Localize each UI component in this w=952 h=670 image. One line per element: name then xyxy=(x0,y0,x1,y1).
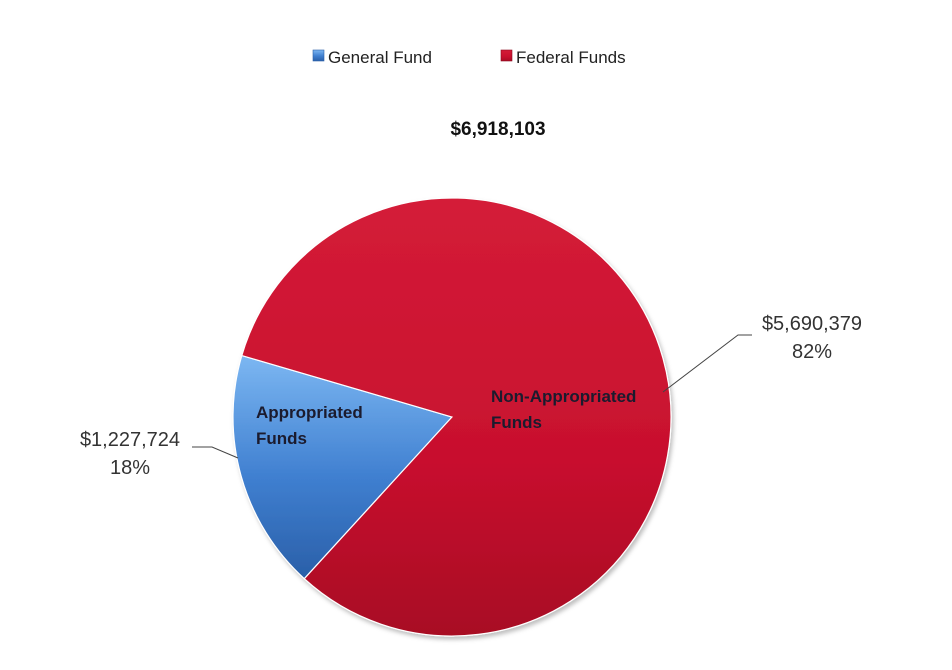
legend-item-general-fund: General Fund xyxy=(312,48,432,67)
pie-slice-federal-funds xyxy=(241,197,672,637)
leader-line-general-fund xyxy=(192,446,239,459)
legend-swatch-federal-funds xyxy=(500,49,513,62)
category-labels: Appropriated Funds Non-Appropriated Fund… xyxy=(256,387,641,448)
data-labels: $1,227,724 18% $5,690,379 82% xyxy=(80,313,862,479)
legend: General Fund Federal Funds xyxy=(312,48,626,67)
chart-title: $6,918,103 xyxy=(450,119,545,140)
leader-line-federal-funds xyxy=(662,334,752,393)
pie-slice-general-fund xyxy=(232,354,454,580)
data-label-value-general-fund: $1,227,724 xyxy=(80,429,180,451)
legend-label-federal-funds: Federal Funds xyxy=(516,48,626,67)
legend-swatch-general-fund xyxy=(312,49,325,62)
data-label-percent-federal-funds: 82% xyxy=(792,341,832,363)
leader-lines xyxy=(192,334,752,459)
pie-slices xyxy=(232,197,672,637)
legend-item-federal-funds: Federal Funds xyxy=(500,48,626,67)
category-label-federal-funds: Non-Appropriated Funds xyxy=(491,387,641,432)
data-label-percent-general-fund: 18% xyxy=(110,457,150,479)
category-label-general-fund: Appropriated Funds xyxy=(256,403,367,448)
legend-label-general-fund: General Fund xyxy=(328,48,432,67)
data-label-value-federal-funds: $5,690,379 xyxy=(762,313,862,335)
